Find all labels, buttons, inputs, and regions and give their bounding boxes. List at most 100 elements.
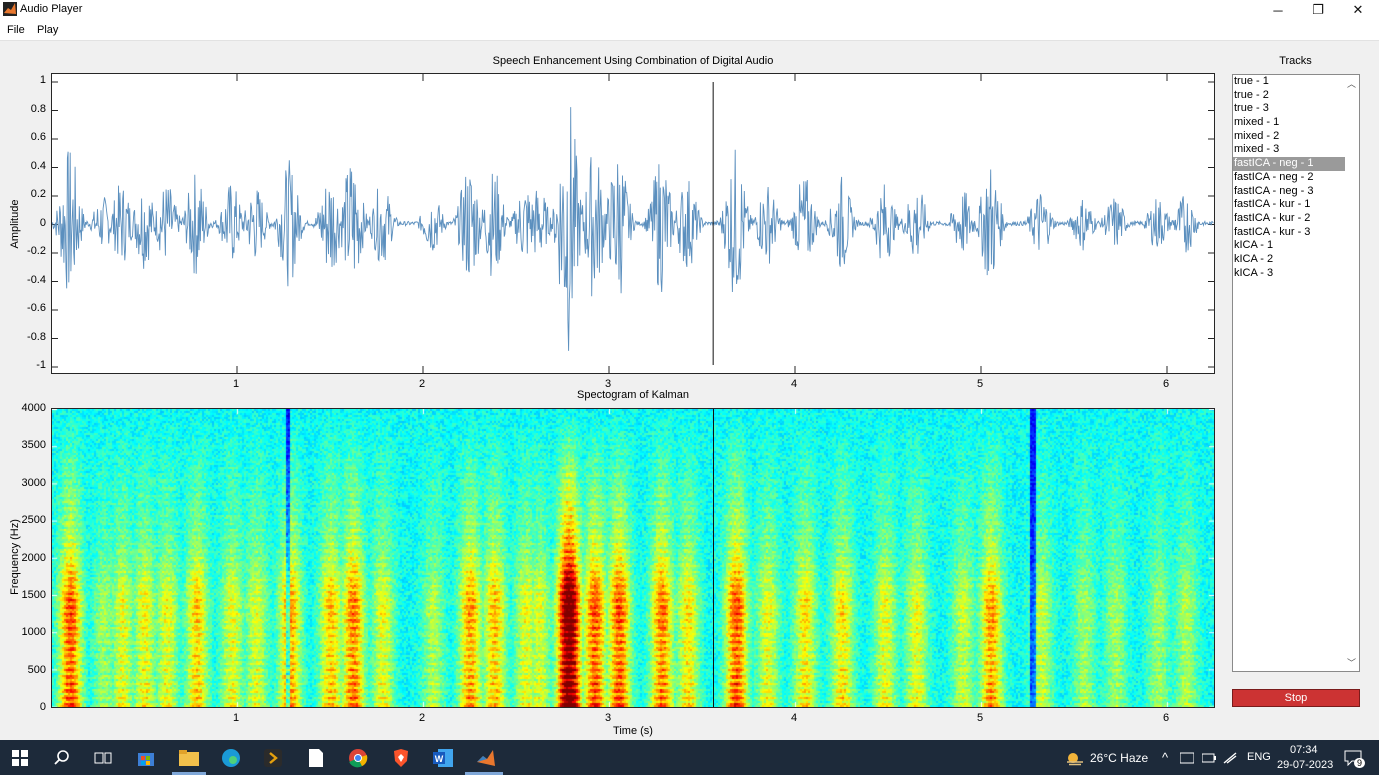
window-title: Audio Player [20, 3, 83, 15]
spectrogram-ylabel: Frequency (Hz) [9, 519, 21, 595]
word-icon[interactable]: W [430, 745, 456, 771]
notification-center-icon[interactable] [1340, 745, 1366, 771]
spectrogram-xtick-label: 5 [977, 712, 984, 724]
close-button[interactable]: ✕ [1352, 2, 1364, 17]
waveform-ytick-label: -0.2 [27, 245, 46, 257]
waveform-svg [51, 74, 1214, 373]
spectrogram-ytick-label: 1500 [21, 589, 46, 601]
track-item[interactable]: kICA - 1 [1234, 239, 1274, 252]
spectrogram-cursor-line[interactable] [713, 409, 715, 707]
spectrogram-ytick-label: 2500 [21, 514, 46, 527]
language-indicator[interactable]: ENG [1247, 751, 1271, 763]
spectrogram-image [52, 409, 1214, 707]
scroll-up-icon[interactable]: ︿ [1346, 79, 1356, 89]
spectrogram-ytick-label: 2000 [21, 551, 46, 564]
spectrogram-plot[interactable] [51, 408, 1215, 708]
network-status-icon[interactable] [1178, 745, 1196, 771]
tracks-listbox[interactable]: true - 1 true - 2 true - 3 mixed - 1 mixed -… [1232, 74, 1360, 672]
track-item[interactable]: fastICA - neg - 2 [1234, 170, 1314, 183]
spectrogram-ytick-label: 4000 [21, 402, 46, 414]
spectrogram-xtick-label: 3 [605, 712, 612, 724]
spectrogram-ytick-label: 3500 [21, 439, 46, 452]
search-icon[interactable] [49, 745, 75, 771]
spectrogram-xlabel: Time (s) [613, 725, 653, 737]
waveform-xtick-label: 3 [605, 378, 612, 390]
waveform-title: Speech Enhancement Using Combination of … [492, 55, 774, 67]
weather-text[interactable]: 26°C Haze [1090, 751, 1149, 765]
spectrogram-xtick-label: 2 [419, 712, 426, 724]
taskbar-active-indicator [172, 772, 206, 775]
waveform-xtick-label: 6 [1163, 378, 1170, 390]
track-item[interactable]: kICA - 3 [1234, 266, 1274, 279]
waveform-xtick-label: 1 [233, 378, 240, 390]
menu-file[interactable]: File [7, 24, 25, 36]
track-item[interactable]: fastICA - kur - 3 [1234, 225, 1311, 238]
restore-button[interactable]: ❐ [1312, 2, 1324, 17]
waveform-ytick-label: -1 [36, 359, 46, 371]
menu-play[interactable]: Play [37, 24, 59, 36]
spectrogram-ytick-label: 0 [39, 701, 46, 714]
spectrogram-xtick-label: 4 [791, 712, 798, 724]
waveform-ytick-label: 0.4 [30, 159, 46, 172]
waveform-line [51, 107, 1214, 351]
spectrogram-ytick-label: 1000 [21, 626, 46, 639]
waveform-ytick-label: -0.6 [27, 302, 46, 314]
waveform-xtick-label: 2 [419, 378, 426, 390]
chevron-up-icon[interactable]: ^ [1162, 750, 1169, 765]
windows-start-icon[interactable] [7, 745, 33, 771]
clock-time[interactable]: 07:34 [1290, 744, 1318, 756]
stop-button[interactable]: Stop [1232, 689, 1360, 707]
weather-icon[interactable] [1062, 745, 1088, 771]
title-bar: Audio Player ─ ❐ ✕ [0, 0, 1379, 20]
waveform-plot[interactable] [51, 73, 1215, 374]
spectrogram-xtick-label: 6 [1163, 712, 1170, 724]
spectrogram-xtick-label: 1 [233, 712, 240, 724]
edge-icon[interactable] [218, 745, 244, 771]
svg-text:W: W [435, 754, 444, 764]
matlab-app-icon [3, 2, 17, 16]
clock-date[interactable]: 29-07-2023 [1277, 759, 1334, 771]
track-item[interactable]: fastICA - neg - 3 [1234, 184, 1314, 197]
plex-icon[interactable] [260, 745, 286, 771]
figure-area: Speech Enhancement Using Combination of … [0, 41, 1379, 740]
track-item[interactable]: true - 2 [1234, 88, 1269, 101]
waveform-ytick-label: 1 [39, 74, 46, 86]
track-item[interactable]: true - 3 [1234, 102, 1269, 115]
waveform-xtick-label: 4 [791, 378, 798, 390]
brave-icon[interactable] [388, 745, 414, 771]
minimize-button[interactable]: ─ [1273, 2, 1283, 18]
menu-bar: File Play [0, 20, 1379, 41]
taskbar: W 26°C Haze ^ ENG 07:34 29-07-2023 9 [0, 740, 1379, 775]
tracks-title: Tracks [1279, 55, 1312, 67]
track-item[interactable]: true - 1 [1234, 75, 1269, 87]
waveform-ylabel: Amplitude [9, 199, 21, 249]
task-view-icon[interactable] [90, 745, 116, 771]
spectrogram-ytick-label: 500 [27, 663, 46, 676]
track-item[interactable]: fastICA - neg - 1 [1233, 157, 1345, 171]
waveform-ytick-label: -0.4 [27, 273, 46, 286]
waveform-ytick-label: -0.8 [27, 330, 46, 343]
store-icon[interactable] [133, 745, 159, 771]
scroll-down-icon[interactable]: ﹀ [1346, 658, 1356, 668]
track-item[interactable]: fastICA - kur - 1 [1234, 198, 1311, 211]
track-item[interactable]: mixed - 1 [1234, 116, 1280, 129]
matlab-icon[interactable] [473, 745, 499, 771]
spectrogram-title: Spectogram of Kalman [577, 389, 689, 401]
waveform-xtick-label: 5 [977, 378, 984, 390]
spectrogram-ytick-label: 3000 [21, 476, 46, 489]
track-item[interactable]: fastICA - kur - 2 [1234, 211, 1311, 224]
waveform-ytick-label: 0.6 [30, 131, 46, 143]
file-explorer-icon[interactable] [176, 745, 202, 771]
track-item[interactable]: mixed - 2 [1234, 129, 1280, 142]
waveform-ytick-label: 0.2 [30, 188, 46, 200]
waveform-ytick-label: 0.8 [30, 102, 46, 115]
waveform-ytick-label: 0 [39, 216, 46, 229]
chrome-icon[interactable] [345, 745, 371, 771]
taskbar-active-indicator-matlab [465, 772, 503, 775]
battery-icon[interactable] [1200, 745, 1218, 771]
wifi-icon[interactable] [1221, 745, 1239, 771]
notepad-icon[interactable] [303, 745, 329, 771]
track-item[interactable]: mixed - 3 [1234, 143, 1280, 156]
track-item[interactable]: kICA - 2 [1234, 252, 1274, 265]
notification-badge: 9 [1354, 758, 1366, 768]
